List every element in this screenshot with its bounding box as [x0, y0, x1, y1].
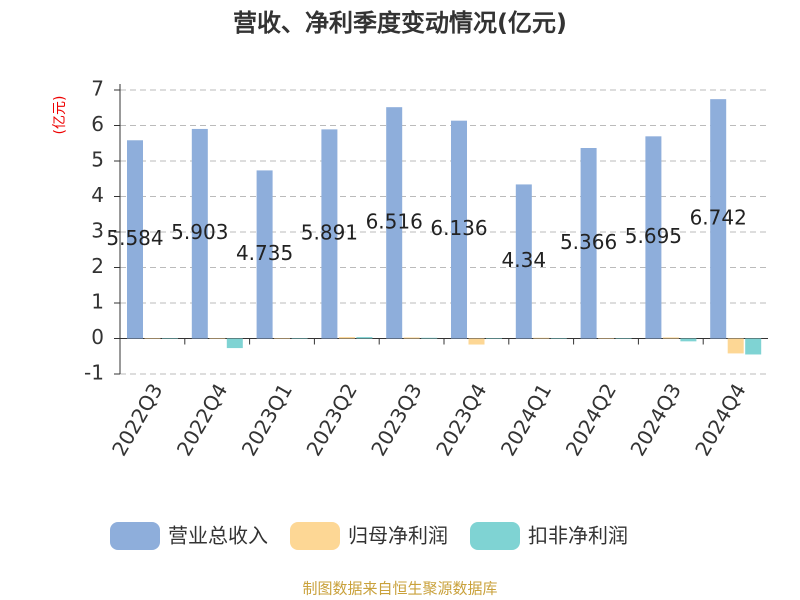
data-label: 5.891	[301, 220, 358, 244]
y-tick-label: 1	[91, 290, 104, 314]
x-tick-label: 2024Q3	[625, 379, 685, 460]
bar	[209, 338, 226, 339]
data-label: 6.516	[366, 209, 423, 233]
bar	[256, 170, 273, 339]
bar	[338, 337, 355, 339]
y-tick-label: 6	[91, 112, 104, 136]
legend-label: 营业总收入	[168, 524, 268, 548]
source-note: 制图数据来自恒生聚源数据库	[302, 580, 497, 598]
bar	[356, 337, 373, 339]
bar	[144, 338, 161, 339]
legend-swatch	[110, 522, 160, 550]
y-tick-label: -1	[84, 361, 104, 385]
bar	[291, 338, 308, 339]
bar	[421, 337, 438, 339]
data-label: 5.366	[560, 230, 617, 254]
x-tick-label: 2024Q2	[561, 379, 621, 460]
bar	[598, 338, 615, 339]
chart-title: 营收、净利季度变动情况(亿元)	[233, 9, 567, 37]
y-tick-label: 7	[91, 77, 104, 101]
x-tick-label: 2023Q2	[301, 379, 361, 460]
bar	[274, 338, 291, 339]
x-tick-label: 2023Q1	[237, 379, 297, 460]
data-label: 4.34	[502, 248, 547, 272]
bar	[745, 338, 762, 355]
legend-label: 扣非净利润	[528, 524, 628, 548]
legend-swatch	[470, 522, 520, 550]
bar	[662, 337, 679, 339]
bar	[226, 338, 243, 349]
bar	[386, 107, 403, 339]
x-tick-label: 2024Q1	[496, 379, 556, 460]
bar	[615, 338, 632, 339]
data-label: 5.903	[171, 220, 228, 244]
y-tick-label: 4	[91, 183, 104, 207]
bar	[468, 338, 485, 345]
bar	[451, 120, 467, 339]
data-label: 6.742	[690, 205, 747, 229]
bar	[710, 99, 727, 339]
y-tick-label: 0	[91, 325, 104, 349]
x-tick-label: 2024Q4	[690, 379, 750, 460]
legend-swatch	[290, 522, 340, 550]
data-label: 5.584	[106, 226, 163, 250]
data-label: 4.735	[236, 241, 293, 265]
bar	[191, 128, 208, 339]
bar	[645, 136, 662, 339]
legend-label: 归母净利润	[348, 524, 448, 548]
bar	[403, 337, 420, 339]
bar	[486, 338, 502, 339]
bar	[550, 338, 567, 339]
x-tick-label: 2023Q4	[431, 379, 491, 460]
data-label: 6.136	[430, 216, 487, 240]
y-tick-label: 5	[91, 148, 104, 172]
bar	[515, 184, 532, 339]
bar	[727, 338, 744, 354]
bar	[680, 338, 697, 342]
y-axis-label: (亿元)	[52, 96, 68, 135]
y-tick-label: 3	[91, 219, 104, 243]
bar	[162, 338, 178, 339]
data-label: 5.695	[625, 224, 682, 248]
y-tick-label: 2	[91, 254, 104, 278]
bar	[127, 140, 143, 339]
bar	[580, 148, 597, 339]
bar	[321, 129, 338, 339]
x-tick-label: 2022Q3	[107, 379, 167, 460]
x-tick-label: 2022Q4	[172, 379, 232, 460]
x-tick-label: 2023Q3	[366, 379, 426, 460]
bar	[533, 337, 550, 339]
